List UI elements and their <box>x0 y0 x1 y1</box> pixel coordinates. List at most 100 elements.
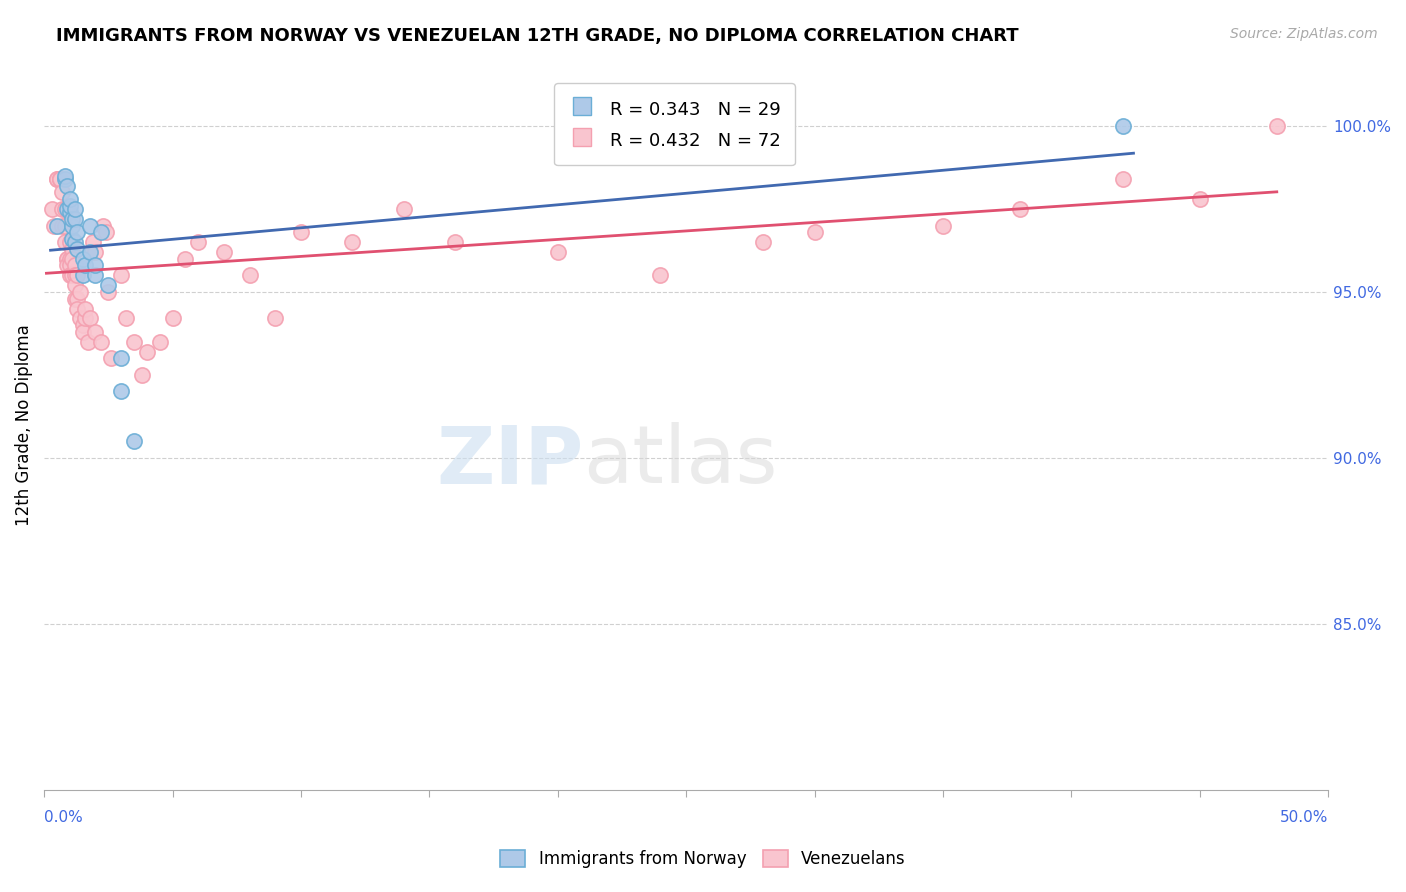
Point <box>63 235 86 249</box>
Point <box>84 325 107 339</box>
Point <box>72 252 94 266</box>
Point <box>1188 192 1211 206</box>
Point <box>63 258 86 272</box>
Point <box>84 268 107 283</box>
Point <box>72 268 94 283</box>
Point <box>1265 119 1288 133</box>
Point <box>342 235 364 249</box>
Point <box>79 245 101 260</box>
Point <box>59 205 82 219</box>
Point <box>59 199 82 213</box>
Point <box>51 186 73 200</box>
Point <box>66 268 89 283</box>
Text: 50.0%: 50.0% <box>1279 810 1329 825</box>
Point <box>72 318 94 332</box>
Point <box>110 268 132 283</box>
Point <box>1008 202 1031 216</box>
Point <box>110 351 132 366</box>
Point <box>63 278 86 293</box>
Point <box>56 252 79 266</box>
Point <box>82 235 104 249</box>
Point <box>46 219 69 233</box>
Point <box>110 384 132 399</box>
Point <box>75 258 97 272</box>
Point <box>53 169 76 183</box>
Point <box>44 219 66 233</box>
Point <box>59 252 82 266</box>
Point <box>48 172 70 186</box>
Point <box>48 172 70 186</box>
Point <box>56 178 79 193</box>
Point <box>51 202 73 216</box>
Point <box>162 311 184 326</box>
Point <box>63 202 86 216</box>
Point <box>212 245 235 260</box>
Point <box>100 351 122 366</box>
Point <box>46 172 69 186</box>
Point <box>79 219 101 233</box>
Point <box>1112 119 1135 133</box>
Point <box>53 235 76 249</box>
Point <box>97 285 120 299</box>
Point <box>122 434 145 449</box>
Point <box>56 202 79 216</box>
Legend: R = 0.343   N = 29, R = 0.432   N = 72: R = 0.343 N = 29, R = 0.432 N = 72 <box>554 83 794 165</box>
Point <box>932 219 955 233</box>
Point <box>53 172 76 186</box>
Point <box>60 268 83 283</box>
Point <box>69 311 91 326</box>
Point <box>149 334 172 349</box>
Point <box>75 311 97 326</box>
Point <box>60 219 83 233</box>
Point <box>650 268 672 283</box>
Point <box>444 235 467 249</box>
Point <box>290 225 312 239</box>
Point <box>79 245 101 260</box>
Point <box>72 325 94 339</box>
Point <box>63 268 86 283</box>
Point <box>59 192 82 206</box>
Point <box>90 334 112 349</box>
Point <box>90 225 112 239</box>
Point <box>752 235 775 249</box>
Point <box>53 202 76 216</box>
Point <box>76 334 98 349</box>
Point <box>1112 172 1135 186</box>
Y-axis label: 12th Grade, No Diploma: 12th Grade, No Diploma <box>15 324 32 525</box>
Point <box>66 225 89 239</box>
Text: 0.0%: 0.0% <box>44 810 83 825</box>
Point <box>91 219 114 233</box>
Point <box>115 311 138 326</box>
Point <box>187 235 209 249</box>
Point <box>66 301 89 316</box>
Point <box>392 202 415 216</box>
Point <box>59 268 82 283</box>
Point <box>60 252 83 266</box>
Text: Source: ZipAtlas.com: Source: ZipAtlas.com <box>1230 27 1378 41</box>
Point <box>60 232 83 246</box>
Point <box>53 219 76 233</box>
Point <box>41 202 63 216</box>
Point <box>97 278 120 293</box>
Point <box>59 235 82 249</box>
Point <box>66 292 89 306</box>
Point <box>66 242 89 256</box>
Point <box>79 311 101 326</box>
Point <box>547 245 569 260</box>
Point <box>69 285 91 299</box>
Point <box>63 211 86 226</box>
Point <box>59 258 82 272</box>
Point <box>56 252 79 266</box>
Text: IMMIGRANTS FROM NORWAY VS VENEZUELAN 12TH GRADE, NO DIPLOMA CORRELATION CHART: IMMIGRANTS FROM NORWAY VS VENEZUELAN 12T… <box>56 27 1019 45</box>
Point <box>94 225 117 239</box>
Text: atlas: atlas <box>583 422 778 500</box>
Point <box>238 268 260 283</box>
Point <box>75 301 97 316</box>
Point <box>131 368 153 382</box>
Point <box>84 245 107 260</box>
Point <box>51 219 73 233</box>
Point <box>84 258 107 272</box>
Text: ZIP: ZIP <box>436 422 583 500</box>
Point <box>48 172 70 186</box>
Point <box>60 211 83 226</box>
